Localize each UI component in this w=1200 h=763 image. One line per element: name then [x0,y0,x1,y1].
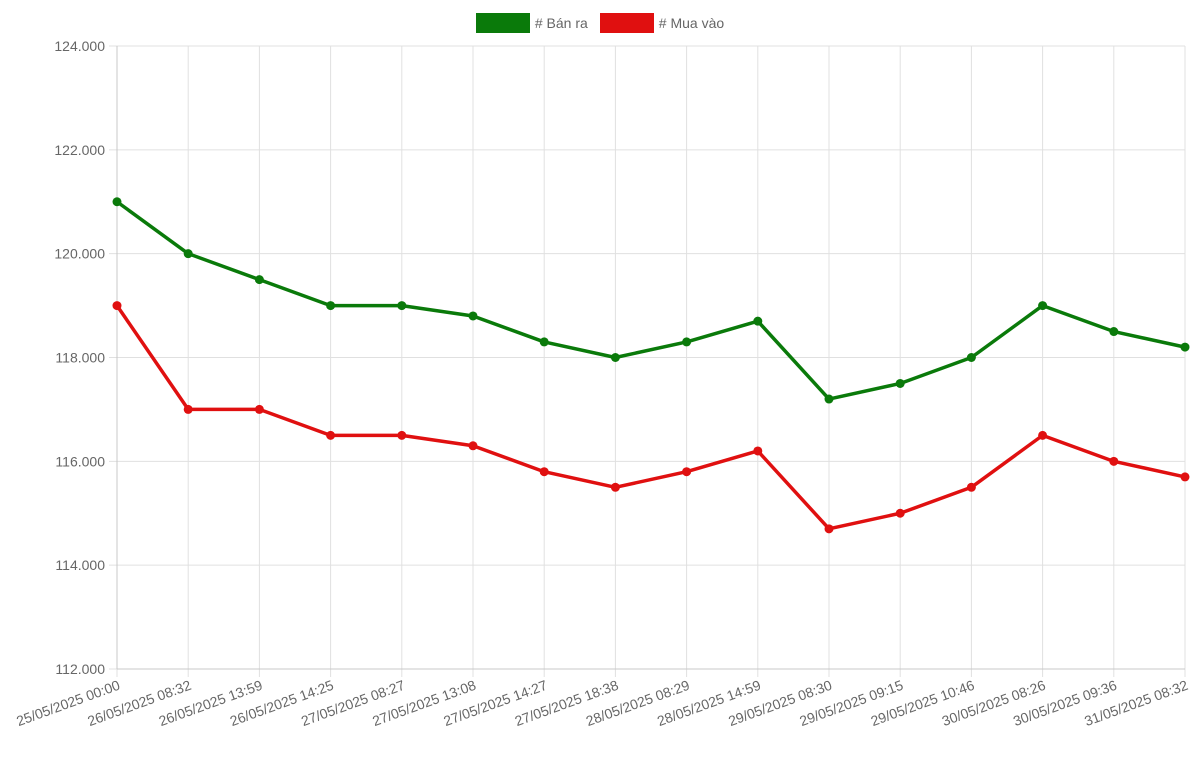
legend-item-mua-vao[interactable]: # Mua vào [599,13,725,33]
data-point-ban-ra [539,337,549,347]
data-point-ban-ra [183,249,193,259]
series-line-ban-ra [115,200,1186,401]
data-point-mua-vao [1180,472,1190,482]
data-point-mua-vao [753,446,763,456]
data-point-ban-ra [824,394,834,404]
data-point-ban-ra [895,378,905,388]
data-point-ban-ra [112,197,122,207]
legend-item-ban-ra[interactable]: # Bán ra [475,13,588,33]
data-point-mua-vao [183,404,193,414]
data-point-mua-vao [254,404,264,414]
data-point-ban-ra [326,301,336,311]
data-point-ban-ra [468,311,478,321]
data-point-mua-vao [397,430,407,440]
legend-label-ban-ra: # Bán ra [534,15,588,31]
chart-legend: # Bán ra # Mua vào [0,13,1200,33]
data-point-mua-vao [112,301,122,311]
data-point-mua-vao [1109,456,1119,466]
y-tick-label: 116.000 [55,453,105,469]
data-point-mua-vao [326,430,336,440]
data-point-mua-vao [1038,430,1048,440]
data-point-ban-ra [682,337,692,347]
data-point-ban-ra [397,301,407,311]
data-point-ban-ra [1180,342,1190,352]
series-line-mua-vao [115,304,1186,531]
legend-swatch-ban-ra [475,13,530,33]
data-point-mua-vao [682,467,692,477]
y-tick-label: 118.000 [55,350,105,366]
data-point-ban-ra [610,353,620,362]
y-tick-label: 112.000 [55,661,105,677]
legend-label-mua-vao: # Mua vào [658,15,725,31]
y-tick-label: 120.000 [54,246,105,262]
data-point-ban-ra [966,353,976,362]
data-point-mua-vao [824,524,834,534]
y-tick-label: 114.000 [55,557,105,573]
data-point-ban-ra [1109,327,1119,337]
data-point-ban-ra [254,275,264,285]
y-tick-label: 122.000 [54,142,105,158]
data-point-mua-vao [895,508,905,518]
data-point-ban-ra [1038,301,1048,311]
data-point-mua-vao [539,467,549,477]
data-point-mua-vao [610,482,620,492]
data-point-mua-vao [468,441,478,451]
y-tick-label: 124.000 [54,38,105,54]
data-point-ban-ra [753,316,763,326]
legend-swatch-mua-vao [599,13,654,33]
data-point-mua-vao [966,482,976,492]
